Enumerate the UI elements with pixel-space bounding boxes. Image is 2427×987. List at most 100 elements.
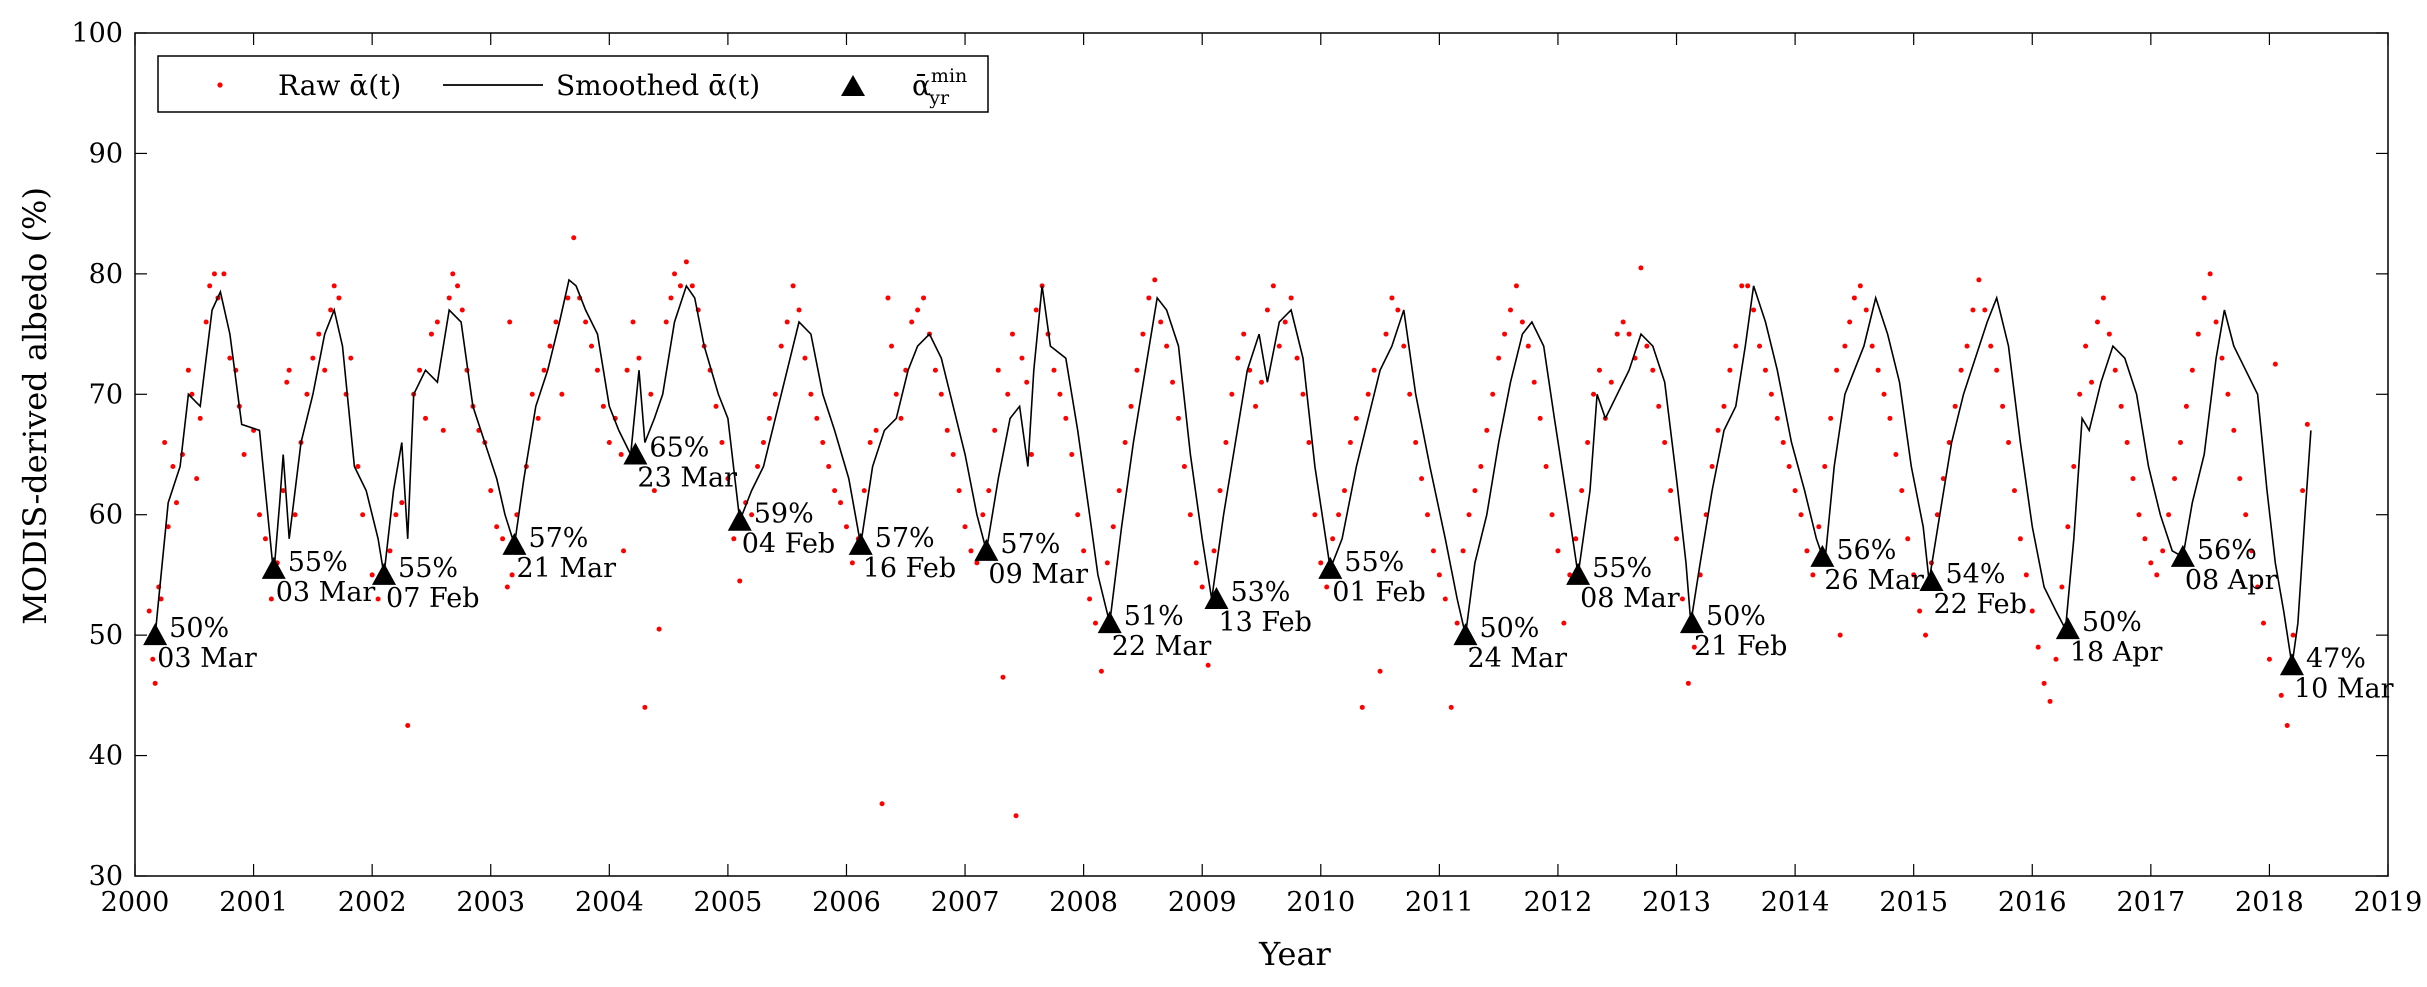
raw-point bbox=[2304, 421, 2310, 427]
raw-point bbox=[1561, 620, 1567, 626]
raw-point bbox=[909, 319, 915, 325]
minimum-marker bbox=[1679, 611, 1704, 634]
minimum-marker bbox=[848, 532, 873, 555]
legend-raw-label: Raw ᾱ(t) bbox=[278, 69, 401, 102]
raw-point bbox=[713, 403, 719, 409]
raw-point bbox=[2059, 584, 2065, 590]
raw-point bbox=[594, 367, 600, 373]
raw-point bbox=[553, 319, 559, 325]
raw-point bbox=[1970, 307, 1976, 313]
raw-point bbox=[1288, 295, 1294, 301]
raw-point bbox=[1834, 367, 1840, 373]
raw-point bbox=[737, 578, 743, 584]
raw-point bbox=[1019, 355, 1025, 361]
raw-point bbox=[1282, 319, 1288, 325]
raw-point bbox=[956, 488, 962, 494]
raw-point bbox=[755, 464, 761, 470]
raw-point bbox=[995, 367, 1001, 373]
minimum-marker bbox=[1453, 623, 1478, 646]
x-tick-label: 2006 bbox=[812, 887, 881, 918]
raw-point bbox=[1395, 307, 1401, 313]
raw-point bbox=[636, 355, 642, 361]
x-tick-label: 2008 bbox=[1049, 887, 1118, 918]
raw-point bbox=[606, 439, 612, 445]
raw-point bbox=[766, 415, 772, 421]
raw-point bbox=[322, 367, 328, 373]
raw-point bbox=[1069, 452, 1075, 457]
raw-point bbox=[719, 439, 725, 445]
raw-point bbox=[808, 391, 814, 397]
raw-point bbox=[1013, 813, 1019, 819]
legend: Raw ᾱ(t) Smoothed ᾱ(t) ᾱmin yr bbox=[157, 55, 989, 113]
raw-point bbox=[1448, 704, 1454, 710]
minimum-date-label: 09 Mar bbox=[988, 559, 1088, 590]
raw-point bbox=[1608, 379, 1614, 385]
raw-point bbox=[355, 464, 361, 470]
raw-point bbox=[268, 596, 274, 602]
raw-point bbox=[227, 355, 233, 361]
raw-point bbox=[618, 452, 624, 457]
raw-point bbox=[2290, 632, 2296, 638]
plot-frame bbox=[134, 32, 2389, 877]
raw-point bbox=[1087, 596, 1093, 602]
raw-point bbox=[992, 427, 998, 433]
raw-point bbox=[541, 367, 547, 373]
raw-point bbox=[152, 680, 158, 686]
raw-point bbox=[2029, 608, 2035, 614]
raw-point bbox=[1911, 572, 1917, 578]
raw-point bbox=[1988, 343, 1994, 349]
raw-point bbox=[1057, 391, 1063, 397]
raw-point bbox=[1780, 439, 1786, 445]
raw-point bbox=[1460, 548, 1466, 554]
raw-point bbox=[1863, 307, 1869, 313]
raw-point bbox=[1187, 512, 1193, 518]
raw-point bbox=[838, 500, 844, 506]
raw-point bbox=[310, 355, 316, 361]
raw-point bbox=[826, 464, 832, 470]
raw-point bbox=[185, 367, 191, 373]
raw-point bbox=[1276, 343, 1282, 349]
raw-point bbox=[2118, 403, 2124, 409]
raw-point bbox=[725, 476, 731, 482]
minimum-percent-label: 57% bbox=[875, 523, 935, 554]
raw-point bbox=[1490, 391, 1496, 397]
raw-point bbox=[2255, 584, 2261, 590]
minimum-percent-label: 57% bbox=[1000, 529, 1060, 560]
raw-point bbox=[1000, 674, 1006, 680]
raw-point bbox=[2077, 391, 2083, 397]
raw-point bbox=[656, 626, 662, 632]
raw-point bbox=[158, 596, 164, 602]
raw-point bbox=[2237, 476, 2243, 482]
minimum-date-label: 21 Mar bbox=[516, 553, 616, 584]
raw-point bbox=[885, 295, 891, 301]
raw-point bbox=[1887, 415, 1893, 421]
raw-point bbox=[1881, 391, 1887, 397]
minimum-marker bbox=[2055, 617, 2080, 640]
raw-point bbox=[950, 452, 956, 457]
minimum-percent-label: 55% bbox=[288, 547, 348, 578]
raw-point bbox=[980, 512, 986, 518]
minimum-date-label: 24 Mar bbox=[1467, 643, 1567, 674]
minimum-date-label: 08 Apr bbox=[2185, 565, 2278, 596]
raw-point bbox=[1140, 331, 1146, 337]
raw-point bbox=[2011, 488, 2017, 494]
raw-point bbox=[207, 283, 213, 289]
raw-point bbox=[2160, 548, 2166, 554]
raw-point bbox=[2148, 560, 2154, 566]
raw-point bbox=[1454, 620, 1460, 626]
y-tick-label: 80 bbox=[89, 259, 123, 290]
raw-point bbox=[962, 524, 968, 530]
raw-point bbox=[1842, 343, 1848, 349]
raw-point bbox=[211, 271, 217, 277]
minimum-percent-label: 55% bbox=[1344, 547, 1404, 578]
raw-point bbox=[2071, 464, 2077, 470]
raw-point bbox=[393, 512, 399, 518]
minimum-marker bbox=[1919, 568, 1944, 591]
minimum-marker bbox=[502, 532, 527, 555]
raw-point bbox=[2225, 391, 2231, 397]
raw-point bbox=[262, 536, 268, 542]
raw-point bbox=[547, 343, 553, 349]
x-tick-label: 2007 bbox=[931, 887, 1000, 918]
raw-point bbox=[1092, 620, 1098, 626]
minimum-date-label: 22 Feb bbox=[1933, 589, 2026, 620]
